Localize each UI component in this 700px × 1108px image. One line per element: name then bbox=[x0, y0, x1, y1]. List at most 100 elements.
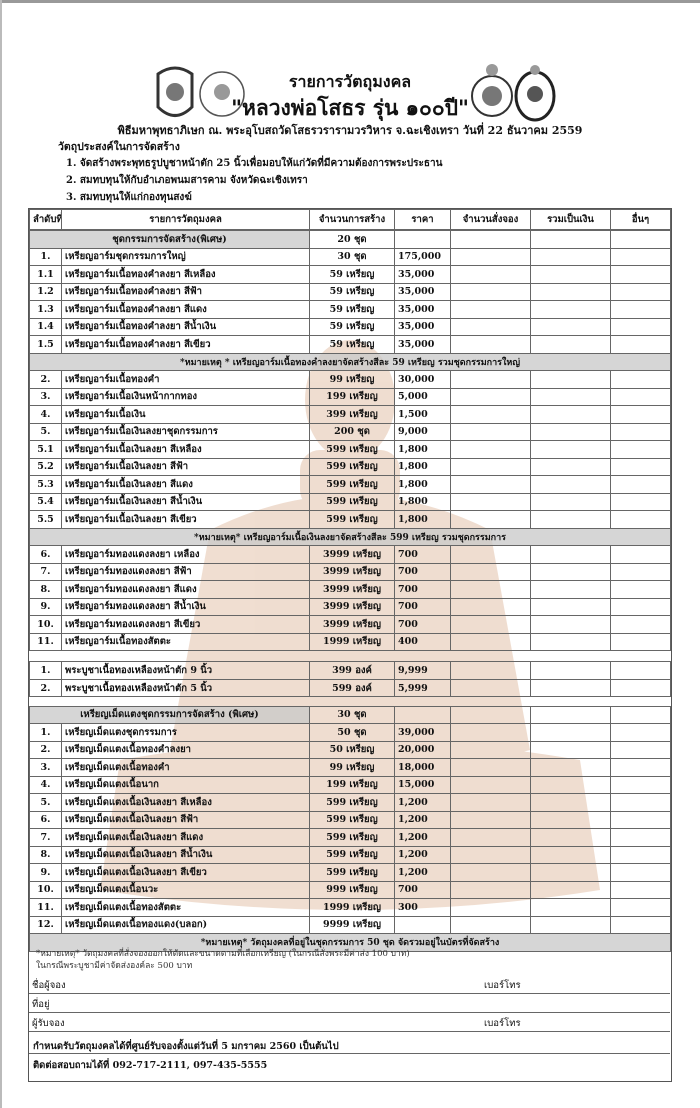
empty-cell bbox=[450, 615, 531, 634]
row-number: 7. bbox=[29, 562, 62, 581]
empty-cell bbox=[610, 492, 671, 511]
table-row: 1. เหรียญเม็ดแตงชุดกรรมการ 50 ชุด 39,000 bbox=[29, 723, 671, 742]
section-title: ชุดกรรมการจัดสร้าง(พิเศษ) bbox=[29, 230, 310, 249]
empty-cell bbox=[610, 661, 671, 680]
quantity: 20 ชุด bbox=[309, 230, 395, 249]
note: *หมายเหตุ* เหรียญอาร์มเนื้อเงินลงยาจัดสร… bbox=[29, 527, 671, 546]
note: *หมายเหตุ * เหรียญอาร์มเนื้อทองคำลงยาจัด… bbox=[29, 352, 671, 371]
table-row: ชุดกรรมการจัดสร้าง(พิเศษ) 20 ชุด bbox=[29, 230, 671, 249]
quantity: 3999 เหรียญ bbox=[309, 615, 395, 634]
table-row: 4. เหรียญเม็ดแตงเนื้อนาก 199 เหรียญ 15,000 bbox=[29, 775, 671, 795]
receiver-phone-label: เบอร์โทร bbox=[484, 1018, 521, 1029]
header-row: ลำดับที่ รายการวัตถุมงคล จำนวนการสร้าง ราคา… bbox=[29, 209, 671, 230]
item-name: เหรียญอาร์มเนื้อเงิน bbox=[61, 405, 310, 424]
quantity: 199 เหรียญ bbox=[309, 775, 395, 795]
price: 1,500 bbox=[394, 405, 451, 424]
empty-cell bbox=[610, 828, 671, 847]
price: 400 bbox=[394, 632, 451, 651]
empty-cell bbox=[450, 317, 531, 336]
empty-cell bbox=[610, 775, 671, 795]
item-name: เหรียญอาร์มเนื้อทองคำลงยา สีเหลือง bbox=[61, 265, 310, 284]
row-number: 10. bbox=[29, 615, 62, 634]
price: 1,800 bbox=[394, 492, 451, 511]
empty-cell bbox=[610, 387, 671, 406]
empty-cell bbox=[530, 828, 611, 847]
table-row: 1.4 เหรียญอาร์มเนื้อทองคำลงยา สีน้ำเงิน 59… bbox=[29, 317, 671, 336]
quantity: 599 เหรียญ bbox=[309, 510, 395, 529]
row-number: 5.2 bbox=[29, 457, 62, 476]
item-name: พระบูชาเนื้อทองเหลืองหน้าตัก 5 นิ้ว bbox=[61, 678, 310, 698]
item-name: เหรียญอาร์มเนื้อเงินลงยา สีเขียว bbox=[61, 510, 310, 529]
empty-cell bbox=[530, 370, 611, 389]
empty-cell bbox=[450, 632, 531, 651]
empty-cell bbox=[450, 880, 531, 900]
row-number: 5.1 bbox=[29, 440, 62, 459]
empty-cell bbox=[530, 723, 611, 742]
price: 700 bbox=[394, 562, 451, 581]
empty-cell bbox=[450, 845, 531, 865]
table-row: 2. เหรียญอาร์มเนื้อทองคำ 99 เหรียญ 30,000 bbox=[29, 370, 671, 389]
item-name: เหรียญอาร์มเนื้อเงินลงยา สีฟ้า bbox=[61, 457, 310, 476]
empty-cell bbox=[530, 440, 611, 459]
empty-cell bbox=[610, 740, 671, 760]
row-number: 1.2 bbox=[29, 282, 62, 301]
empty-cell bbox=[450, 387, 531, 406]
empty-cell bbox=[610, 300, 671, 319]
row-number: 1. bbox=[29, 661, 62, 680]
empty-cell bbox=[530, 492, 611, 511]
price: 35,000 bbox=[394, 317, 451, 336]
empty-cell bbox=[610, 615, 671, 634]
item-name: เหรียญอาร์มเนื้อเงินหน้ากากทอง bbox=[61, 387, 310, 406]
empty-cell bbox=[530, 597, 611, 616]
item-name: เหรียญอาร์มทองแดงลงยา สีแดง bbox=[61, 580, 310, 599]
left-logos bbox=[156, 66, 245, 117]
empty-cell bbox=[530, 775, 611, 795]
price: 5,000 bbox=[394, 387, 451, 406]
row-number: 1. bbox=[29, 247, 62, 266]
empty-cell bbox=[530, 863, 611, 882]
item-name: เหรียญเม็ดแตงเนื้อนวะ bbox=[61, 880, 310, 900]
remarks: *หมายเหตุ* วัตถุมงคลที่สั่งจองออกให้ตัดแ… bbox=[36, 948, 410, 972]
empty-cell bbox=[450, 740, 531, 760]
remark: ในกรณีพระบูชามีค่าจัดส่งองค์ละ 500 บาท bbox=[36, 961, 193, 971]
empty-cell bbox=[450, 370, 531, 389]
table-row: 1.1 เหรียญอาร์มเนื้อทองคำลงยา สีเหลือง 59 … bbox=[29, 265, 671, 284]
empty-cell bbox=[450, 758, 531, 777]
quantity: 399 เหรียญ bbox=[309, 405, 395, 424]
quantity: 99 เหรียญ bbox=[309, 370, 395, 389]
table-row: 7. เหรียญเม็ดแตงเนื้อเงินลงยา สีแดง 599 เห… bbox=[29, 828, 671, 847]
column-header: รายการวัตถุมงคล bbox=[61, 209, 310, 230]
item-name: พระบูชาเนื้อทองเหลืองหน้าตัก 9 นิ้ว bbox=[61, 661, 310, 680]
empty-cell bbox=[450, 545, 531, 564]
empty-cell bbox=[450, 282, 531, 301]
empty-cell bbox=[530, 475, 611, 494]
empty-cell bbox=[530, 265, 611, 284]
empty-cell bbox=[610, 863, 671, 882]
item-name: เหรียญเม็ดแตงเนื้อเงินลงยา สีน้ำเงิน bbox=[61, 845, 310, 865]
price: 9,000 bbox=[394, 422, 451, 441]
empty-cell bbox=[610, 845, 671, 865]
group-table: 1. พระบูชาเนื้อทองเหลืองหน้าตัก 9 นิ้ว 399… bbox=[29, 661, 671, 698]
empty-cell bbox=[610, 597, 671, 616]
table-row: *หมายเหตุ * เหรียญอาร์มเนื้อทองคำลงยาจัด… bbox=[29, 352, 671, 371]
empty-cell bbox=[450, 247, 531, 266]
price: 1,200 bbox=[394, 810, 451, 830]
quantity: 59 เหรียญ bbox=[309, 300, 395, 319]
empty-cell bbox=[530, 335, 611, 354]
purpose-item: 2. สมทบทุนให้กับอำเภอพนมสารคาม จังหวัดฉะ… bbox=[66, 175, 308, 186]
empty-cell bbox=[450, 492, 531, 511]
column-header: จำนวนสั่งจอง bbox=[450, 209, 531, 230]
table-row: *หมายเหตุ* วัตถุมงคลที่อยู่ในชุดกรรมการ … bbox=[29, 933, 671, 952]
empty-cell bbox=[610, 545, 671, 564]
quantity: 599 เหรียญ bbox=[309, 845, 395, 865]
empty-cell bbox=[450, 915, 531, 935]
price: 700 bbox=[394, 545, 451, 564]
empty-cell bbox=[450, 898, 531, 917]
empty-cell bbox=[394, 230, 451, 249]
empty-cell bbox=[530, 615, 611, 634]
empty-cell bbox=[530, 580, 611, 599]
table-row: 7. เหรียญอาร์มทองแดงลงยา สีฟ้า 3999 เหรียญ… bbox=[29, 562, 671, 581]
quantity: 3999 เหรียญ bbox=[309, 580, 395, 599]
item-name: เหรียญอาร์มเนื้อเงินลงยา สีเหลือง bbox=[61, 440, 310, 459]
empty-cell bbox=[450, 335, 531, 354]
